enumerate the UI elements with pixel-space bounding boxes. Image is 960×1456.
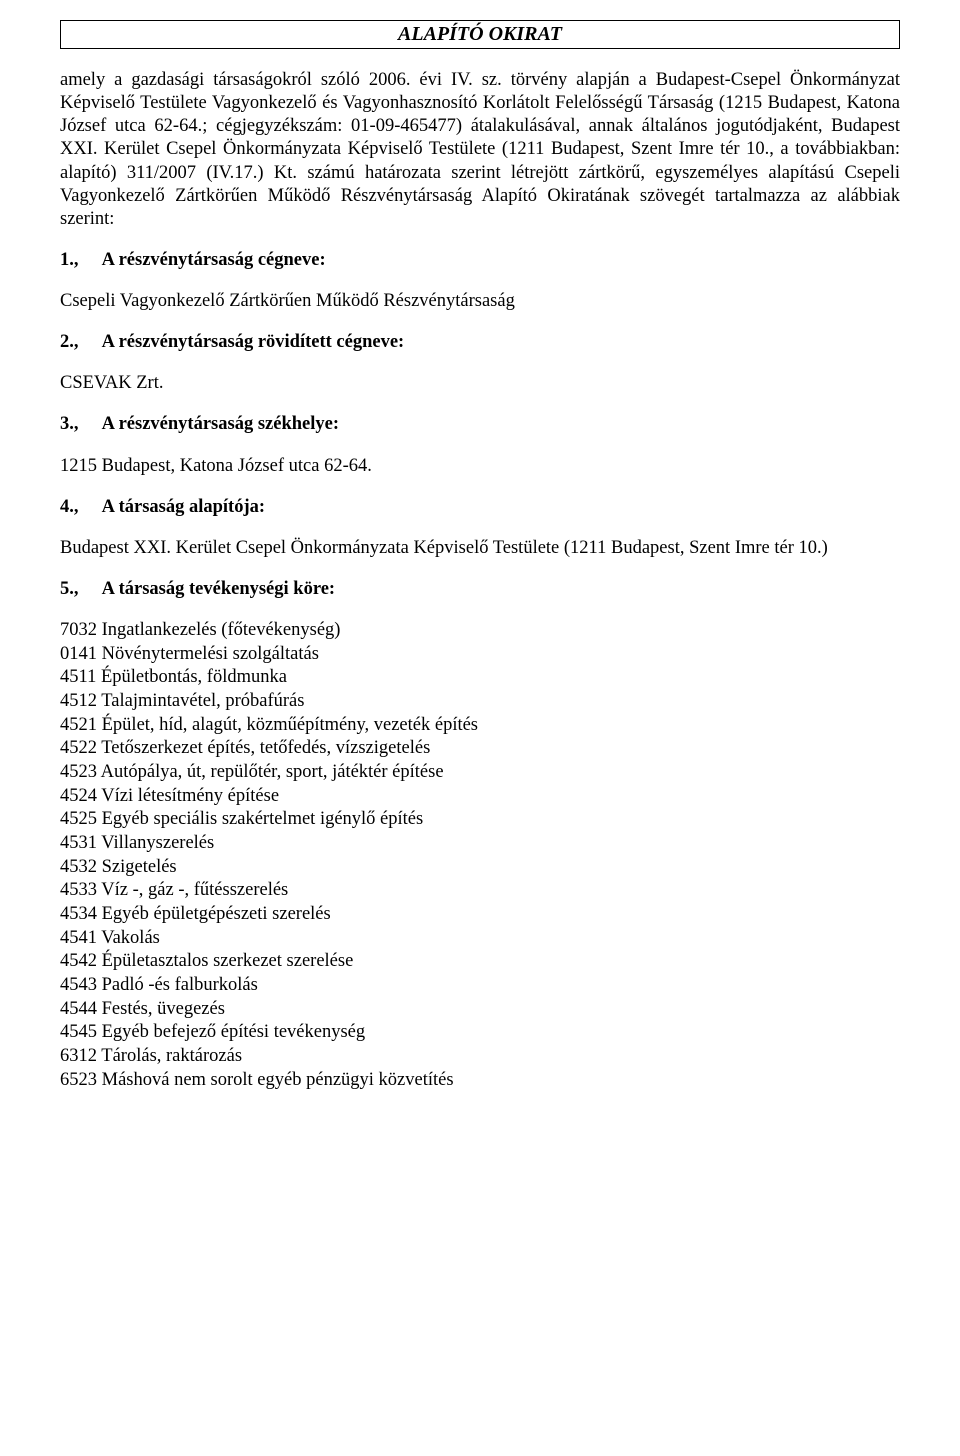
- section-3-body: 1215 Budapest, Katona József utca 62-64.: [60, 455, 900, 478]
- title-box: ALAPÍTÓ OKIRAT: [60, 20, 900, 49]
- activity-item: 6312 Tárolás, raktározás: [60, 1045, 900, 1069]
- section-4-body: Budapest XXI. Kerület Csepel Önkormányza…: [60, 537, 900, 560]
- activity-item: 7032 Ingatlankezelés (főtevékenység): [60, 619, 900, 643]
- section-2-body: CSEVAK Zrt.: [60, 372, 900, 395]
- section-4-num: 4.,: [60, 497, 79, 517]
- activity-item: 0141 Növénytermelési szolgáltatás: [60, 643, 900, 667]
- section-2-label: A részvénytársaság rövidített cégneve:: [102, 332, 405, 352]
- section-3-label: A részvénytársaság székhelye:: [102, 414, 339, 434]
- section-5-num: 5.,: [60, 579, 79, 599]
- section-2-num: 2.,: [60, 332, 79, 352]
- activity-item: 4511 Épületbontás, földmunka: [60, 666, 900, 690]
- section-1-label: A részvénytársaság cégneve:: [102, 250, 326, 270]
- activity-item: 4524 Vízi létesítmény építése: [60, 785, 900, 809]
- activities-list: 7032 Ingatlankezelés (főtevékenység) 014…: [60, 619, 900, 1092]
- activity-item: 6523 Máshová nem sorolt egyéb pénzügyi k…: [60, 1069, 900, 1093]
- activity-item: 4512 Talajmintavétel, próbafúrás: [60, 690, 900, 714]
- activity-item: 4525 Egyéb speciális szakértelmet igényl…: [60, 808, 900, 832]
- activity-item: 4534 Egyéb épületgépészeti szerelés: [60, 903, 900, 927]
- activity-item: 4523 Autópálya, út, repülőtér, sport, já…: [60, 761, 900, 785]
- section-3-num: 3.,: [60, 414, 79, 434]
- section-5-heading: 5., A társaság tevékenységi köre:: [60, 578, 900, 601]
- activity-item: 4522 Tetőszerkezet építés, tetőfedés, ví…: [60, 737, 900, 761]
- activity-item: 4531 Villanyszerelés: [60, 832, 900, 856]
- section-5-label: A társaság tevékenységi köre:: [102, 579, 335, 599]
- section-3-heading: 3., A részvénytársaság székhelye:: [60, 413, 900, 436]
- section-1-body: Csepeli Vagyonkezelő Zártkörűen Működő R…: [60, 290, 900, 313]
- document-title: ALAPÍTÓ OKIRAT: [398, 23, 562, 45]
- activity-item: 4533 Víz -, gáz -, fűtésszerelés: [60, 879, 900, 903]
- section-4-label: A társaság alapítója:: [102, 497, 265, 517]
- activity-item: 4521 Épület, híd, alagút, közműépítmény,…: [60, 714, 900, 738]
- activity-item: 4543 Padló -és falburkolás: [60, 974, 900, 998]
- section-2-heading: 2., A részvénytársaság rövidített cégnev…: [60, 331, 900, 354]
- activity-item: 4532 Szigetelés: [60, 856, 900, 880]
- activity-item: 4544 Festés, üvegezés: [60, 998, 900, 1022]
- activity-item: 4541 Vakolás: [60, 927, 900, 951]
- activity-item: 4545 Egyéb befejező építési tevékenység: [60, 1021, 900, 1045]
- activity-item: 4542 Épületasztalos szerkezet szerelése: [60, 950, 900, 974]
- document-page: ALAPÍTÓ OKIRAT amely a gazdasági társasá…: [0, 0, 960, 1132]
- section-1-num: 1.,: [60, 250, 79, 270]
- section-4-heading: 4., A társaság alapítója:: [60, 496, 900, 519]
- section-1-heading: 1., A részvénytársaság cégneve:: [60, 249, 900, 272]
- intro-paragraph: amely a gazdasági társaságokról szóló 20…: [60, 69, 900, 231]
